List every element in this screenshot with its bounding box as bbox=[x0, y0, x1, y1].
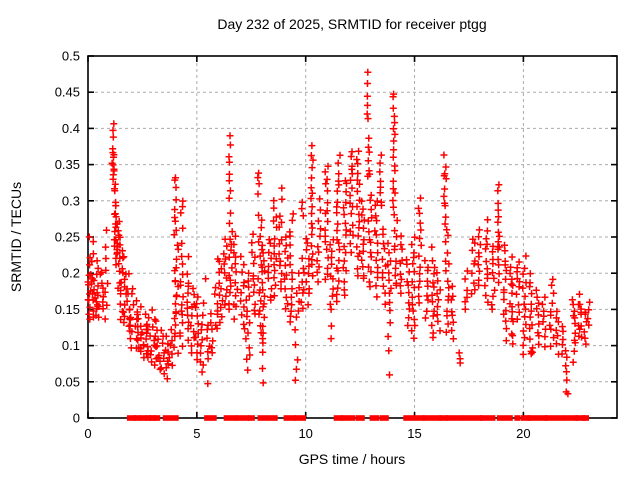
x-tick-label: 0 bbox=[84, 426, 91, 441]
zero-segment bbox=[235, 415, 250, 421]
zero-segment bbox=[422, 415, 441, 421]
zero-segment bbox=[462, 415, 483, 421]
y-tick-label: 0.5 bbox=[62, 49, 80, 64]
y-tick-label: 0.1 bbox=[62, 338, 80, 353]
zero-segment bbox=[575, 415, 586, 421]
zero-segment bbox=[403, 415, 425, 421]
chart-title: Day 232 of 2025, SRMTID for receiver ptg… bbox=[217, 16, 486, 32]
zero-segment bbox=[496, 415, 513, 421]
zero-segment bbox=[294, 415, 306, 421]
zero-segment bbox=[355, 415, 365, 421]
zero-segment bbox=[527, 415, 548, 421]
zero-segment bbox=[133, 415, 141, 421]
y-tick-label: 0 bbox=[73, 411, 80, 426]
y-tick-label: 0.15 bbox=[55, 302, 80, 317]
zero-segment bbox=[581, 415, 589, 421]
zero-segment bbox=[333, 415, 344, 421]
zero-segment bbox=[283, 415, 297, 421]
zero-segment bbox=[564, 415, 579, 421]
zero-segment bbox=[257, 415, 278, 421]
zero-segment bbox=[138, 415, 148, 421]
x-tick-label: 5 bbox=[193, 426, 200, 441]
zero-segment bbox=[341, 415, 355, 421]
zero-segment bbox=[153, 415, 161, 421]
zero-value-markers bbox=[126, 415, 589, 421]
x-axis-label: GPS time / hours bbox=[299, 451, 406, 467]
y-tick-label: 0.2 bbox=[62, 266, 80, 281]
x-tick-label: 10 bbox=[298, 426, 312, 441]
y-tick-label: 0.35 bbox=[55, 157, 80, 172]
scatter-plus-markers bbox=[84, 68, 594, 398]
y-tick-label: 0.4 bbox=[62, 121, 80, 136]
zero-segment bbox=[479, 415, 496, 421]
zero-segment bbox=[439, 415, 448, 421]
y-tick-label: 0.3 bbox=[62, 193, 80, 208]
zero-segment bbox=[145, 415, 152, 421]
x-tick-label: 15 bbox=[407, 426, 421, 441]
zero-segment bbox=[520, 415, 531, 421]
zero-segment bbox=[514, 415, 521, 421]
y-axis-label: SRMTID / TECUs bbox=[8, 182, 24, 292]
zero-segment bbox=[126, 415, 137, 421]
zero-segment bbox=[445, 415, 463, 421]
zero-segment bbox=[247, 415, 255, 421]
y-tick-label: 0.45 bbox=[55, 85, 80, 100]
y-tick-label: 0.25 bbox=[55, 230, 80, 245]
zero-segment bbox=[148, 415, 156, 421]
x-tick-label: 20 bbox=[516, 426, 530, 441]
zero-segment bbox=[204, 415, 217, 421]
data-points bbox=[84, 68, 594, 398]
zero-segment bbox=[369, 415, 379, 421]
y-tick-label: 0.05 bbox=[55, 374, 80, 389]
tick-labels: 0 5 10 15 20 0 0.05 0.1 0.15 0.2 0.25 0.3 0.35 0.4 0.4… bbox=[55, 49, 531, 442]
zero-segment bbox=[162, 415, 179, 421]
zero-segment bbox=[223, 415, 238, 421]
zero-segment bbox=[544, 415, 565, 421]
zero-segment bbox=[379, 415, 389, 421]
